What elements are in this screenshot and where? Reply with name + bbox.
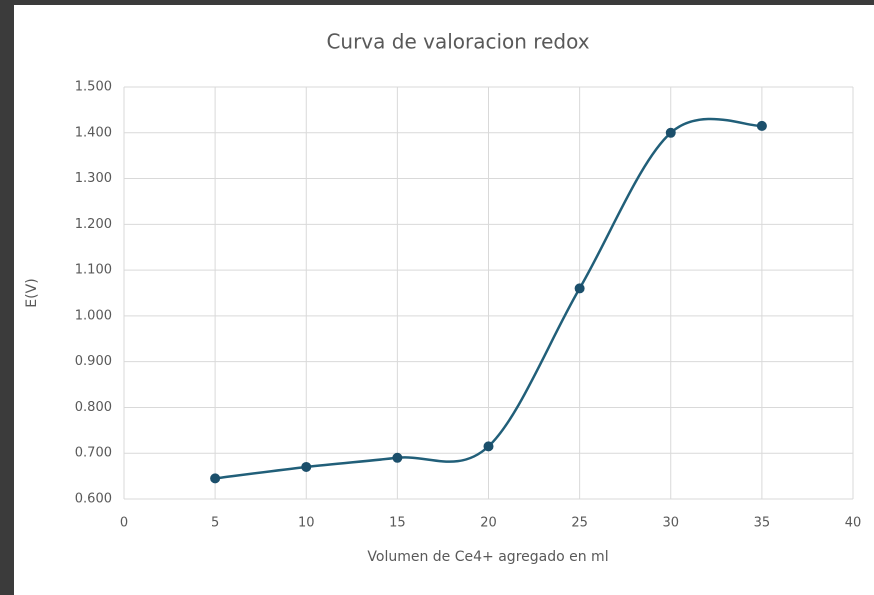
y-axis-label: E(V) [24,278,40,307]
x-tick-label: 10 [298,516,315,531]
y-tick-label: 1.400 [75,125,112,140]
y-tick-label: 1.200 [75,217,112,232]
data-point [756,120,767,131]
data-point [574,283,585,294]
data-point [210,473,221,484]
y-tick-label: 0.900 [75,354,112,369]
x-tick-label: 40 [845,516,862,531]
data-point [392,452,403,463]
y-tick-label: 1.100 [75,263,112,278]
x-tick-label: 0 [120,516,128,531]
x-tick-label: 5 [211,516,219,531]
x-tick-label: 20 [480,516,497,531]
y-tick-label: 0.700 [75,446,112,461]
y-tick-label: 0.800 [75,400,112,415]
x-tick-label: 25 [571,516,588,531]
y-tick-label: 1.000 [75,308,112,323]
y-tick-label: 1.300 [75,171,112,186]
data-point [301,461,312,472]
data-point [665,127,676,138]
y-tick-label: 0.600 [75,492,112,507]
y-tick-label: 1.500 [75,80,112,95]
x-axis-label: Volumen de Ce4+ agregado en ml [367,549,608,565]
x-tick-label: 30 [662,516,679,531]
x-tick-label: 15 [389,516,406,531]
data-point [483,441,494,452]
chart-background [14,5,874,595]
x-tick-label: 35 [754,516,771,531]
chart-title: Curva de valoracion redox [326,30,589,54]
